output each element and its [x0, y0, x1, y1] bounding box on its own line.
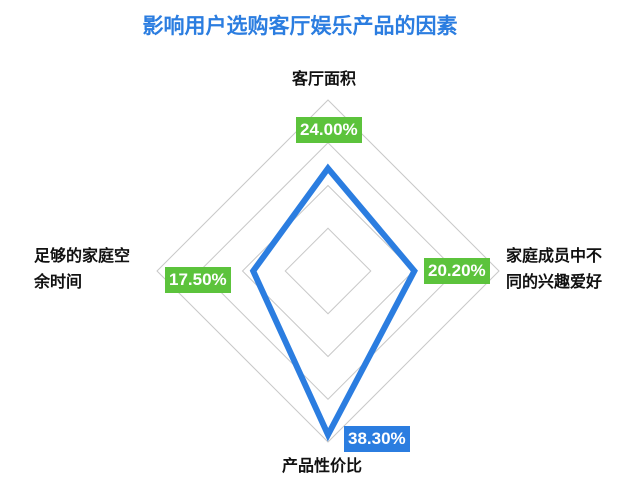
- axis-label-bottom: 产品性价比: [282, 453, 362, 479]
- grid-ring: [156, 99, 500, 443]
- series-line: [249, 163, 418, 442]
- axis-label-line: 足够的家庭空: [34, 246, 131, 265]
- axis-label-line: 家庭成员中不: [506, 246, 603, 265]
- axis-label-line: 客厅面积: [292, 69, 357, 88]
- data-label-right: 20.20%: [424, 258, 490, 284]
- data-label-top: 24.00%: [296, 117, 362, 143]
- data-label-bottom: 38.30%: [344, 426, 410, 452]
- data-label-left: 17.50%: [165, 267, 231, 293]
- axis-label-line: 同的兴趣爱好: [506, 272, 603, 291]
- grid-ring: [241, 184, 415, 358]
- axis-label-left: 足够的家庭空 余时间: [34, 243, 130, 295]
- grid-ring: [284, 227, 372, 315]
- axis-label-line: 余时间: [34, 272, 83, 291]
- grid-ring: [199, 142, 457, 400]
- chart-title: 影响用户选购客厅娱乐产品的因素: [142, 14, 458, 38]
- axis-label-top: 客厅面积: [292, 66, 356, 92]
- axis-label-right: 家庭成员中不 同的兴趣爱好: [506, 243, 602, 295]
- axis-label-line: 产品性价比: [282, 456, 363, 475]
